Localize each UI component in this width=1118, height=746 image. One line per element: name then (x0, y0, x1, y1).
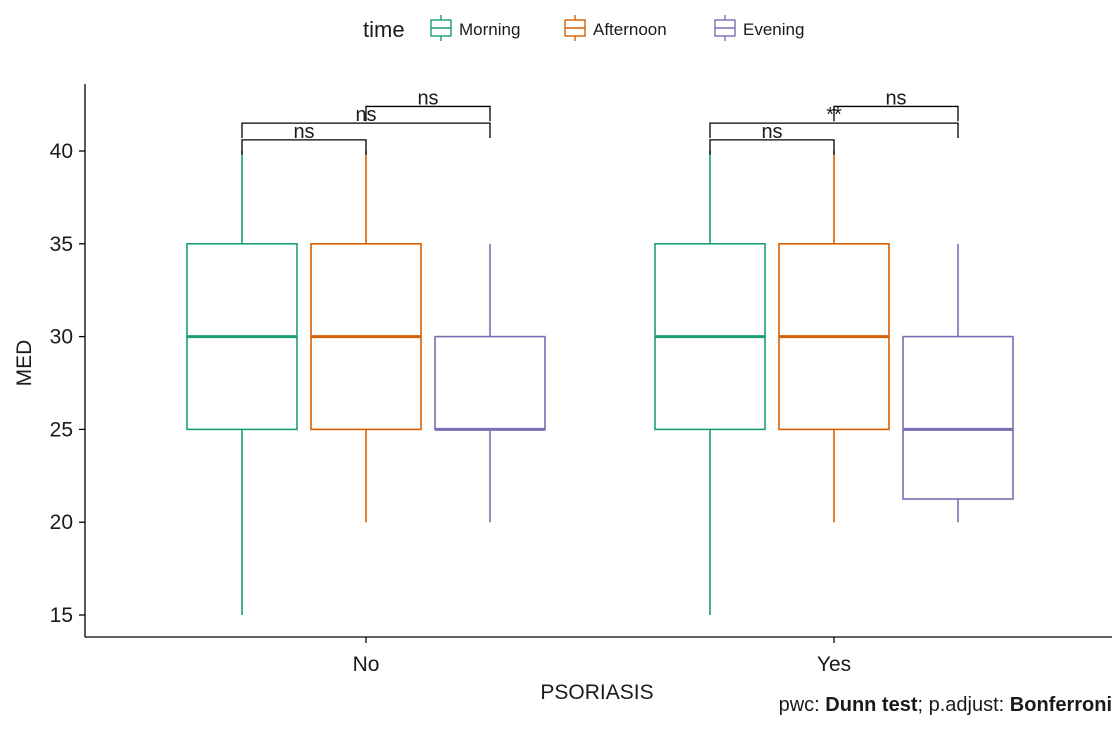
legend-item-evening: Evening (714, 15, 804, 41)
significance-label: ns (761, 121, 782, 143)
box-morning-no (186, 151, 298, 615)
box-body (434, 335, 546, 431)
x-tick-label: Yes (817, 653, 851, 676)
significance-label: ns (293, 121, 314, 143)
box-afternoon-no (310, 151, 422, 523)
caption-test: Dunn test (825, 694, 918, 716)
caption-prefix: pwc: (778, 694, 826, 716)
caption: pwc: Dunn test; p.adjust: Bonferroni (779, 694, 1112, 717)
box-morning-yes (654, 151, 766, 615)
y-tick-label: 20 (50, 511, 73, 534)
axes: 15 20 25 30 35 40 No Yes (50, 84, 1112, 676)
bracket-line (709, 122, 959, 139)
x-axis-title: PSORIASIS (540, 681, 653, 704)
legend-label: Afternoon (593, 20, 667, 39)
legend-label: Morning (459, 20, 520, 39)
legend-item-morning: Morning (430, 15, 520, 41)
y-tick-label: 25 (50, 418, 73, 441)
y-tick-label: 30 (50, 326, 73, 349)
y-tick-label: 40 (50, 140, 73, 163)
bracket-no: ns (241, 121, 367, 155)
legend-title: time (363, 17, 405, 42)
bracket-line (241, 122, 491, 139)
bracket-line (241, 139, 367, 155)
bracket-yes: ns (833, 87, 959, 122)
box-afternoon-yes (778, 151, 890, 523)
box-evening-no (434, 243, 546, 523)
significance-label: ns (885, 87, 906, 109)
box-evening-yes (902, 243, 1014, 523)
legend: time Morning Afternoon Evening (363, 15, 804, 42)
bracket-line (709, 139, 835, 155)
caption-method: Bonferroni (1009, 694, 1112, 716)
legend-label: Evening (743, 20, 804, 39)
box-body (902, 335, 1014, 500)
legend-item-afternoon: Afternoon (564, 15, 667, 41)
x-tick-label: No (353, 653, 380, 676)
boxes (186, 151, 1014, 615)
significance-label: ns (417, 87, 438, 109)
bracket-line (365, 105, 491, 122)
bracket-yes: ns (709, 121, 835, 155)
bracket-line (833, 105, 959, 122)
y-tick-label: 15 (50, 604, 73, 627)
y-axis-title: MED (13, 340, 36, 387)
caption-middle: ; p.adjust: (917, 694, 1010, 716)
y-tick-label: 35 (50, 233, 73, 256)
bracket-no: ns (365, 87, 491, 122)
